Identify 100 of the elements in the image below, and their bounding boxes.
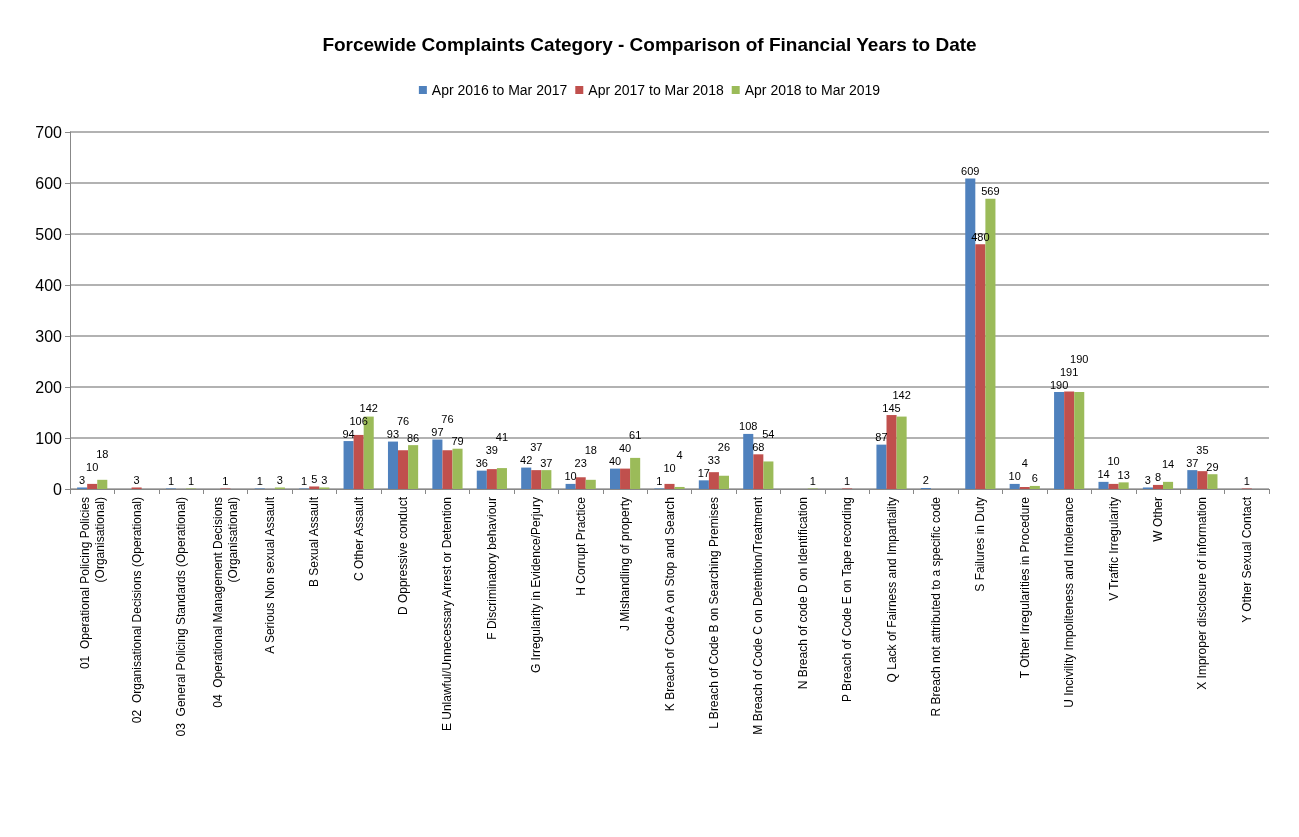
bar [886,415,897,489]
data-label: 609 [961,164,980,177]
data-label: 37 [530,441,543,454]
bar [87,483,98,489]
data-label: 1 [656,474,663,487]
bar [432,439,443,489]
bar [1009,483,1020,489]
x-tick-label: G Irregularity in Evidence/Perjury [529,497,544,674]
data-label: 40 [618,442,632,455]
bar [664,483,675,489]
x-tick-label: 04 Operational Management Decisions (Organisational) [210,497,240,708]
data-label: 14 [1097,468,1110,481]
x-tick-label: C Other Assault [351,496,366,582]
data-label: 1 [222,474,229,487]
data-label: 3 [1144,473,1151,486]
data-label: 1 [301,474,308,487]
bar [1163,481,1174,489]
data-label: 61 [629,429,642,442]
data-label: 2 [922,474,929,487]
x-tick-label: H Corrupt Practice [573,496,588,596]
data-label: 87 [875,431,888,444]
y-tick-label: 600 [35,174,63,192]
data-label: 33 [707,453,721,466]
data-label: 3 [133,473,140,486]
data-label: 93 [386,428,400,441]
data-label: 97 [431,426,444,439]
data-label: 145 [882,401,901,414]
x-tick-label: V Traffic Irregularity [1106,497,1121,601]
bar [353,434,364,489]
y-tick-label: 300 [35,327,63,345]
data-label: 54 [762,427,775,440]
data-label: 142 [359,401,378,414]
data-label: 39 [485,444,498,457]
data-label: 1 [167,474,175,487]
x-tick-label: W Other [1150,497,1165,542]
data-label: 18 [584,444,597,457]
legend-label: Apr 2017 to Mar 2018 [588,82,724,98]
x-tick-label: B Sexual Assault [307,496,322,588]
legend-label: Apr 2018 to Mar 2019 [744,82,881,98]
bar [531,470,542,489]
x-tick-label: U Incivility Impoliteness and Intolerance [1062,496,1077,708]
bar [1074,392,1085,489]
bar [1029,485,1040,489]
data-label: 3 [79,473,86,486]
bar [1152,484,1164,489]
data-label: 68 [752,440,765,453]
legend-label: Apr 2016 to Mar 2017 [431,82,568,98]
data-label: 41 [495,431,509,444]
data-label: 3 [276,473,283,486]
y-tick-label: 100 [35,429,63,447]
x-tick-label: Y Other Sexual Contact [1239,496,1254,623]
data-label: 3 [321,473,328,486]
data-label: 86 [407,431,420,444]
bar [343,441,354,489]
data-label: 37 [1186,456,1199,469]
bar [408,445,419,489]
bar [1054,392,1065,489]
bar [753,454,764,489]
y-tick-label: 500 [35,225,63,243]
data-label: 108 [739,420,758,433]
data-label: 8 [1154,471,1162,484]
bar [1118,482,1129,489]
x-tick-label: K Breach of Code A on Stop and Search [662,497,677,712]
data-label: 1 [844,474,851,487]
x-tick-label: 01 Operational Policing Policies (Organisational) [77,497,107,670]
bar [486,469,497,489]
bar [876,444,887,489]
x-tick-label: R Breach not attributed to a specific code [928,496,943,717]
bar [496,468,507,489]
data-label: 1 [809,474,816,487]
bar [1098,481,1109,489]
y-tick-label: 400 [35,276,63,294]
bar [708,472,719,489]
data-label: 23 [574,457,587,470]
x-tick-label: L Breach of Code B on Searching Premises [706,497,721,729]
data-label: 5 [311,472,318,485]
data-label: 76 [441,413,454,426]
data-label: 190 [1049,378,1069,391]
data-label: 14 [1161,458,1175,471]
bar [1187,470,1198,489]
data-label: 10 [564,470,577,483]
data-label: 10 [663,461,676,474]
y-tick-label: 700 [35,123,63,141]
data-label: 191 [1059,365,1079,378]
bar [1064,391,1075,489]
bar [763,461,774,489]
bar [1207,474,1218,489]
bar [1019,486,1030,489]
data-label: 13 [1117,468,1130,481]
x-tick-label: F Discriminatory behaviour [484,497,499,640]
data-label: 6 [1031,472,1038,485]
data-label: 79 [451,435,464,448]
bar [896,416,907,489]
x-tick-label: M Breach of Code C on Detention/Treatment [751,496,766,735]
bar [442,450,453,489]
x-tick-label: E Unlawful/Unnecessary Arrest or Detention [440,497,455,732]
bar [575,477,586,489]
bar [718,475,730,489]
data-label: 1 [256,474,263,487]
x-tick-label: Q Lack of Fairness and Impartiality [884,497,899,683]
